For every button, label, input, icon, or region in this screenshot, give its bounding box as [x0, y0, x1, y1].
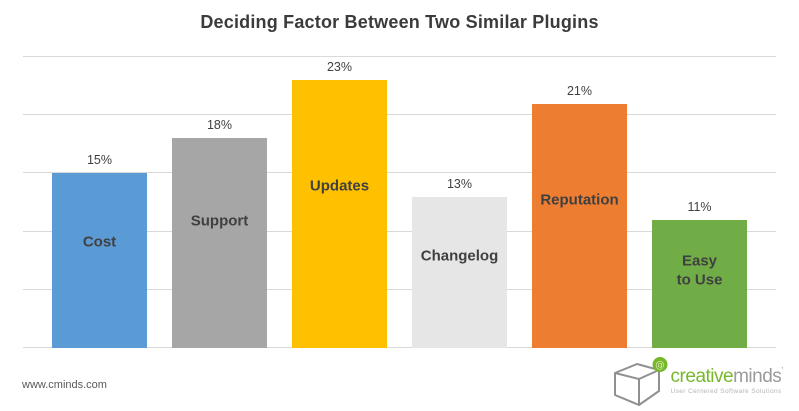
- chart-title: Deciding Factor Between Two Similar Plug…: [200, 12, 599, 32]
- bar-updates: 23% Updates: [292, 60, 387, 348]
- bar-value-label: 21%: [566, 83, 593, 98]
- gridline: [23, 114, 776, 116]
- brand-trademark-mark: ’: [781, 366, 783, 377]
- bars-container: 15% Cost 18% Support 23% Updates 13% Changelog 2…: [23, 57, 776, 348]
- bar-category-label: Easy to Use: [676, 252, 723, 289]
- bar-category-label: Reputation: [540, 191, 619, 209]
- bar-value-label: 13%: [446, 176, 473, 191]
- plot-area: 15% Cost 18% Support 23% Updates 13% Changelog 2…: [23, 56, 776, 348]
- brand-tagline: User Centered Software Solutions: [670, 388, 782, 395]
- bar-value-label: 23%: [326, 60, 353, 75]
- gridline: [23, 347, 776, 348]
- brand-name-minds: minds: [733, 366, 782, 387]
- cube-logo-icon: @: [613, 357, 668, 406]
- footer-website-text: www.cminds.com: [22, 379, 107, 391]
- bar-category-label: Changelog: [420, 247, 499, 265]
- gridline: [23, 172, 776, 174]
- at-badge-icon: [652, 357, 668, 372]
- gridline: [23, 56, 776, 57]
- brand-name: creativeminds’: [670, 366, 784, 387]
- bar-value-label: 11%: [687, 199, 712, 214]
- bar-category-label: Updates: [309, 177, 370, 195]
- logo-text-block: creativeminds’ User Centered Software So…: [670, 366, 784, 407]
- bar-cost: 15% Cost: [52, 153, 147, 348]
- at-symbol-glyph: @: [655, 360, 665, 371]
- gridline: [23, 230, 776, 232]
- bar-value-label: 18%: [206, 118, 233, 133]
- bar-category-label: Support: [190, 212, 249, 230]
- gridline: [23, 288, 776, 290]
- bar-reputation: 21% Reputation: [532, 84, 627, 348]
- creativeminds-logo: @ creativeminds’ User Centered Software …: [611, 355, 783, 407]
- bar-value-label: 15%: [86, 153, 113, 168]
- bar-category-label: Cost: [82, 233, 117, 251]
- bar-easy-to-use: 11% Easy to Use: [652, 200, 747, 348]
- brand-name-creative: creative: [670, 366, 734, 387]
- bar-changelog: 13% Changelog: [412, 177, 507, 348]
- bar-support: 18% Support: [172, 118, 267, 348]
